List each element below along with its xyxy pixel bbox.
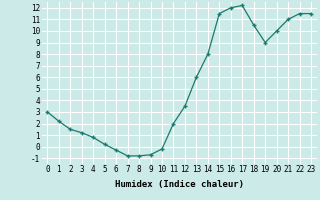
X-axis label: Humidex (Indice chaleur): Humidex (Indice chaleur) bbox=[115, 180, 244, 189]
